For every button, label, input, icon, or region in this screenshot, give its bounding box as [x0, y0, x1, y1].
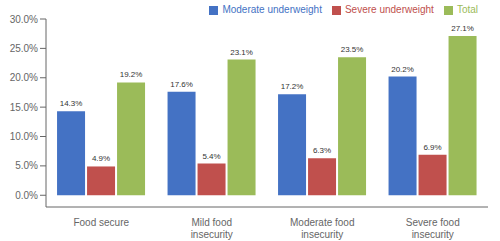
svg-text:10.0%: 10.0%: [10, 131, 38, 142]
svg-text:Severe foodinsecurity: Severe foodinsecurity: [406, 217, 460, 240]
html-text:Total: Total: [456, 4, 478, 15]
svg-text:6.9%: 6.9%: [423, 143, 441, 152]
svg-text:23.5%: 23.5%: [341, 45, 364, 54]
svg-text:20.2%: 20.2%: [391, 65, 414, 74]
svg-text:14.3%: 14.3%: [60, 99, 83, 108]
svg-text:20.0%: 20.0%: [10, 72, 38, 83]
html-text:Severe underweight: Severe underweight: [344, 4, 434, 15]
svg-text:4.9%: 4.9%: [92, 154, 110, 163]
svg-text:23.1%: 23.1%: [230, 48, 253, 57]
svg-text:17.2%: 17.2%: [281, 82, 304, 91]
svg-text:Mild foodinsecurity: Mild foodinsecurity: [191, 217, 233, 240]
html-text:Moderate underweight: Moderate underweight: [222, 4, 322, 15]
svg-text:5.4%: 5.4%: [202, 152, 220, 161]
svg-text:30.0%: 30.0%: [10, 14, 38, 25]
svg-text:0.0%: 0.0%: [15, 190, 38, 201]
svg-text:19.2%: 19.2%: [120, 70, 143, 79]
svg-text:15.0%: 15.0%: [10, 102, 38, 113]
svg-text:Moderate foodinsecurity: Moderate foodinsecurity: [290, 217, 355, 240]
svg-text:Food secure: Food secure: [73, 217, 129, 228]
svg-text:27.1%: 27.1%: [451, 24, 474, 33]
svg-text:17.6%: 17.6%: [170, 80, 193, 89]
svg-text:25.0%: 25.0%: [10, 43, 38, 54]
svg-text:6.3%: 6.3%: [313, 146, 331, 155]
svg-text:5.0%: 5.0%: [15, 160, 38, 171]
